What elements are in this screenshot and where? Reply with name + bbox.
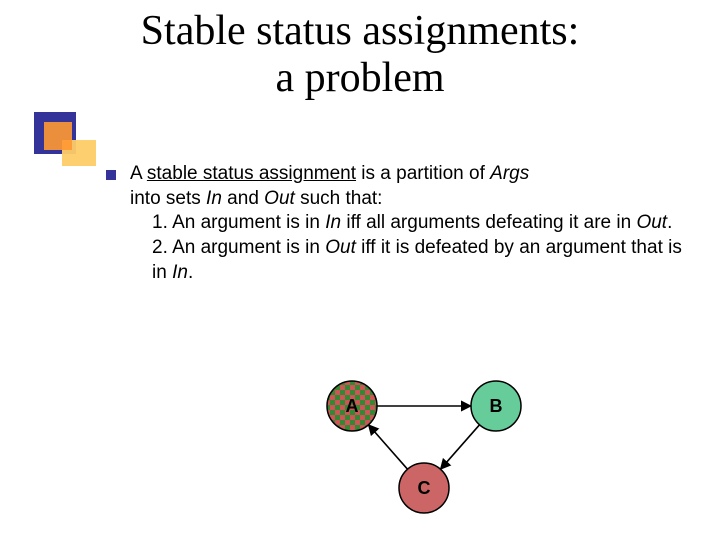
- diagram-svg: A B C: [300, 370, 560, 525]
- definition-item-2: 2. An argument is in Out iff it is defea…: [130, 236, 686, 285]
- txt: 1. An argument is in: [152, 212, 325, 233]
- term-in: In: [325, 212, 341, 233]
- term-args: Args: [490, 163, 529, 184]
- edges: [368, 406, 479, 469]
- node-label-A: A: [346, 396, 359, 416]
- term-in: In: [206, 188, 222, 209]
- node-label-C: C: [418, 478, 431, 498]
- argument-graph-diagram: A B C: [300, 370, 560, 525]
- slide-title: Stable status assignments: a problem: [0, 8, 720, 102]
- corner-decoration: [34, 112, 94, 164]
- term-out: Out: [264, 188, 295, 209]
- term-out: Out: [325, 237, 356, 258]
- edge-B-C: [440, 425, 479, 469]
- txt: 2. An argument is in: [152, 237, 325, 258]
- txt: .: [667, 212, 672, 233]
- txt: and: [222, 188, 264, 209]
- edge-C-A: [368, 425, 407, 469]
- term-out: Out: [636, 212, 667, 233]
- txt: iff all arguments defeating it are in: [341, 212, 636, 233]
- bullet-icon: [106, 170, 116, 180]
- definition-item-1: 1. An argument is in In iff all argument…: [130, 211, 686, 236]
- term-in: In: [172, 262, 188, 283]
- title-line-1: Stable status assignments:: [141, 8, 580, 54]
- body-text: A stable status assignment is a partitio…: [106, 162, 686, 285]
- title-line-2: a problem: [275, 55, 444, 101]
- txt: such that:: [295, 188, 383, 209]
- nodes: A B C: [327, 381, 521, 513]
- txt: .: [188, 262, 193, 283]
- txt: A: [130, 163, 147, 184]
- definition-text: A stable status assignment is a partitio…: [130, 162, 686, 285]
- node-label-B: B: [490, 396, 503, 416]
- deco-square-orange: [44, 122, 72, 150]
- txt: into sets: [130, 188, 206, 209]
- txt: is a partition of: [356, 163, 490, 184]
- keyword-stable-status-assignment: stable status assignment: [147, 163, 356, 184]
